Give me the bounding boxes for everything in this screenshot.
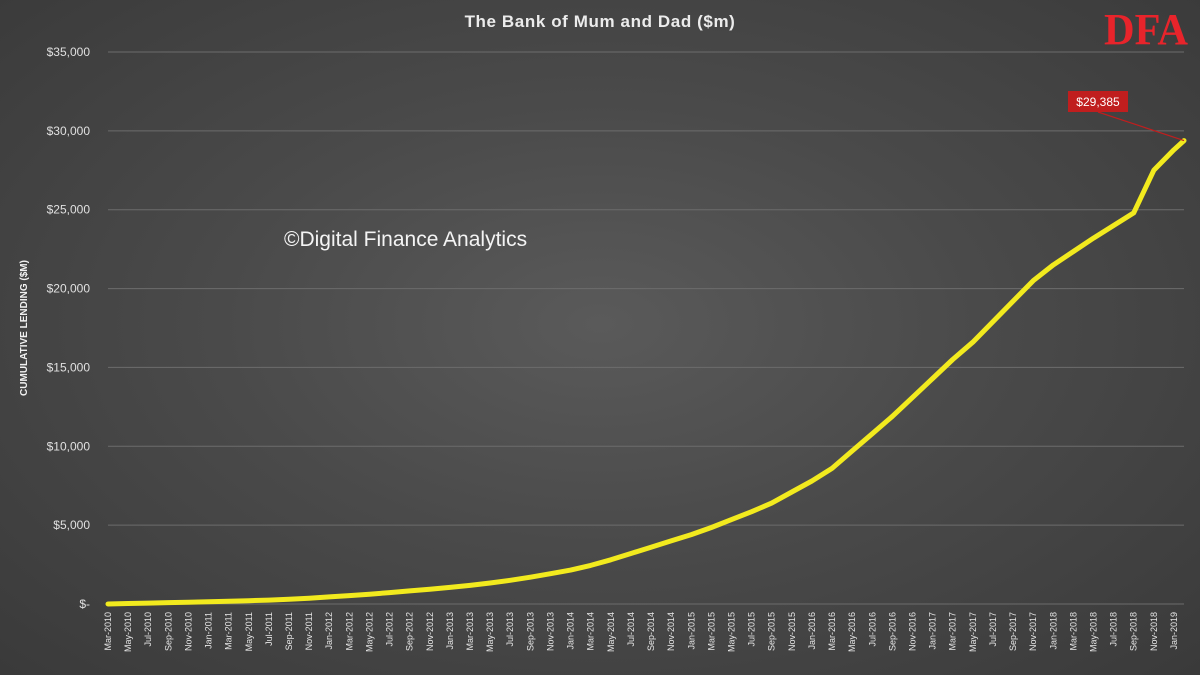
x-tick-label: May-2018	[1088, 612, 1098, 652]
x-tick-label: Mar-2018	[1068, 612, 1078, 651]
x-tick-label: May-2012	[364, 612, 374, 652]
x-tick-label: Nov-2013	[545, 612, 555, 651]
x-tick-label: Nov-2015	[787, 612, 797, 651]
data-line	[105, 138, 1187, 607]
value-callout: $29,385	[1068, 91, 1185, 142]
x-tick-label: Jan-2016	[807, 612, 817, 650]
y-tick-label: $30,000	[47, 124, 91, 138]
x-tick-label: Sep-2018	[1129, 612, 1139, 651]
x-tick-label: Sep-2017	[1008, 612, 1018, 651]
x-tick-label: Mar-2010	[103, 612, 113, 651]
x-tick-label: Sep-2016	[887, 612, 897, 651]
y-tick-label: $25,000	[47, 203, 91, 217]
x-tick-label: May-2017	[968, 612, 978, 652]
x-tick-label: Nov-2016	[907, 612, 917, 651]
series-layer	[105, 138, 1187, 607]
x-tick-label: Mar-2011	[224, 612, 234, 650]
x-tick-label: Jul-2013	[505, 612, 515, 647]
x-tick-label: Jul-2012	[385, 612, 395, 647]
x-tick-label: May-2011	[244, 612, 254, 651]
x-tick-label: Sep-2015	[767, 612, 777, 651]
x-tick-label: May-2013	[485, 612, 495, 652]
x-tick-label: Jan-2014	[566, 612, 576, 650]
callout-box	[1068, 91, 1128, 112]
x-tick-label: Jan-2012	[324, 612, 334, 650]
x-tick-label: Sep-2012	[405, 612, 415, 651]
callout-label: $29,385	[1076, 95, 1120, 109]
y-tick-label: $35,000	[47, 45, 91, 59]
x-tick-label: Jul-2010	[143, 612, 153, 647]
x-tick-label: Jul-2015	[747, 612, 757, 647]
x-tick-label: Mar-2012	[344, 612, 354, 651]
y-axis-ticks: $- $5,000 $10,000 $15,000 $20,000 $25,000 $30,…	[47, 45, 91, 611]
gridlines	[108, 51, 1184, 605]
chart-title: The Bank of Mum and Dad ($m)	[465, 12, 736, 31]
x-tick-label: Nov-2012	[425, 612, 435, 651]
x-tick-label: Jul-2014	[626, 612, 636, 647]
x-tick-label: Nov-2017	[1028, 612, 1038, 651]
y-tick-label: $15,000	[47, 360, 91, 374]
x-tick-label: Jan-2018	[1048, 612, 1058, 650]
watermark-text: ©Digital Finance Analytics	[284, 228, 527, 251]
x-tick-label: May-2016	[847, 612, 857, 652]
x-tick-label: Jan-2019	[1169, 612, 1179, 650]
x-tick-label: Jan-2015	[686, 612, 696, 650]
y-tick-label: $10,000	[47, 439, 91, 453]
x-tick-label: Nov-2014	[666, 612, 676, 651]
x-tick-label: Jul-2016	[867, 612, 877, 647]
x-tick-label: May-2015	[726, 612, 736, 652]
x-tick-label: Nov-2011	[304, 612, 314, 650]
x-axis-ticks: Mar-2010 May-2010 Jul-2010 Sep-2010 Nov-2010…	[103, 612, 1179, 652]
x-tick-label: Jul-2011	[264, 612, 274, 646]
x-tick-label: Nov-2018	[1149, 612, 1159, 651]
x-tick-label: Mar-2013	[465, 612, 475, 651]
x-tick-label: Mar-2016	[827, 612, 837, 651]
x-tick-label: Sep-2013	[525, 612, 535, 651]
x-tick-label: Sep-2011	[284, 612, 294, 650]
y-tick-label: $5,000	[53, 518, 90, 532]
x-tick-label: Mar-2014	[586, 612, 596, 651]
y-tick-label: $20,000	[47, 282, 91, 296]
x-tick-label: Jan-2017	[928, 612, 938, 650]
callout-leader-line	[1097, 111, 1185, 142]
x-tick-label: Jan-2011	[204, 612, 214, 649]
x-tick-label: May-2014	[606, 612, 616, 652]
x-tick-label: Mar-2015	[706, 612, 716, 651]
x-tick-label: Jan-2013	[445, 612, 455, 650]
x-tick-label: Jul-2017	[988, 612, 998, 647]
x-tick-label: Sep-2014	[646, 612, 656, 651]
x-tick-label: Mar-2017	[948, 612, 958, 651]
dfa-logo: DFA	[1104, 5, 1188, 54]
x-tick-label: May-2010	[123, 612, 133, 652]
x-tick-label: Jul-2018	[1109, 612, 1119, 647]
x-tick-label: Sep-2010	[163, 612, 173, 651]
y-axis-label: CUMULATIVE LENDING ($M)	[19, 260, 30, 396]
y-tick-label: $-	[79, 597, 90, 611]
x-tick-label: Nov-2010	[183, 612, 193, 651]
